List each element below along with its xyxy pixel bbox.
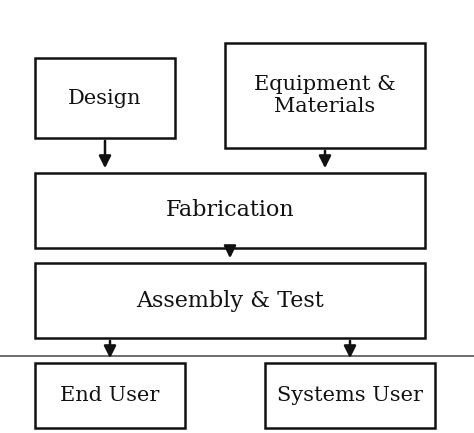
Bar [225,43,425,148]
Text: Systems User: Systems User [277,386,423,405]
Bar [35,173,425,248]
Text: Equipment &
Materials: Equipment & Materials [254,75,396,116]
Bar [35,58,175,138]
Bar [265,363,435,428]
Text: Design: Design [68,88,142,107]
Text: End User: End User [60,386,160,405]
Bar [35,363,185,428]
Bar [35,263,425,338]
Text: Fabrication: Fabrication [166,200,294,222]
Text: Assembly & Test: Assembly & Test [136,290,324,311]
